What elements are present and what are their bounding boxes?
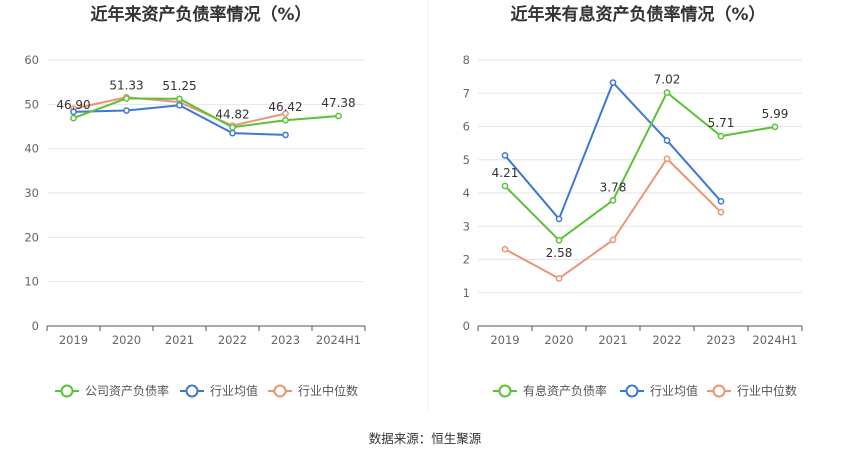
data-label: 3.78 <box>600 180 627 194</box>
data-point-industry_avg <box>282 131 289 139</box>
data-point-industry_avg <box>555 215 563 223</box>
data-label: 46.90 <box>56 98 90 112</box>
data-point-industry_median <box>501 245 509 253</box>
legend-marker-icon <box>712 384 726 398</box>
data-point-industry_median <box>555 275 563 282</box>
legend-label: 行业中位数 <box>298 383 358 398</box>
x-tick-label: 2020 <box>112 333 141 347</box>
data-label: 51.25 <box>162 79 196 93</box>
data-point-industry_median <box>282 110 289 117</box>
data-point-industry_avg <box>717 197 725 205</box>
data-label: 47.38 <box>321 96 355 110</box>
data-point-industry_avg <box>70 108 77 116</box>
y-tick-label: 30 <box>24 186 39 200</box>
data-point-industry_median <box>717 208 725 216</box>
series-line-company <box>73 97 339 129</box>
data-point-industry_median <box>663 155 671 163</box>
data-point-industry_avg <box>663 137 671 144</box>
y-tick-label: 4 <box>463 186 470 200</box>
legend-marker-icon <box>498 384 512 398</box>
y-tick-label: 0 <box>463 319 470 333</box>
x-tick-label: 2023 <box>706 333 735 347</box>
chart-panel-debt-ratio: 近年来资产负债率情况（%） 0 10 20 30 40 50 60 2019 2020 2021 2… <box>24 4 366 398</box>
data-label: 46.42 <box>268 100 302 114</box>
y-tick-label: 2 <box>463 253 470 267</box>
legend-label: 行业均值 <box>210 383 258 398</box>
legend-item-company[interactable]: 有息资产负债率 <box>493 383 607 398</box>
y-tick-label: 3 <box>463 219 470 233</box>
x-tick-label: 2023 <box>271 333 300 347</box>
legend-marker-icon <box>273 384 287 398</box>
y-tick-label: 20 <box>24 230 39 244</box>
y-tick-label: 0 <box>32 319 39 333</box>
y-tick-label: 50 <box>24 97 39 111</box>
legend-marker-icon <box>185 384 199 398</box>
data-point-industry_median <box>609 236 617 244</box>
y-tick-label: 8 <box>463 53 470 67</box>
chart-panel-interest-bearing-debt-ratio: 近年来有息资产负债率情况（%） 0 1 2 3 4 5 6 7 8 2019 2020 2021 202… <box>463 4 803 398</box>
legend-label: 公司资产负债率 <box>85 383 169 398</box>
legend-item-industry_median[interactable]: 行业中位数 <box>268 383 358 398</box>
x-tick-label: 2024H1 <box>316 333 361 347</box>
x-tick-label: 2019 <box>490 333 519 347</box>
data-point-company <box>123 95 130 102</box>
data-point-industry_avg <box>123 107 130 114</box>
y-tick-label: 60 <box>24 53 39 67</box>
legend-label: 行业均值 <box>650 383 698 398</box>
data-point-company <box>663 89 671 96</box>
x-tick-label: 2021 <box>165 333 194 347</box>
data-point-industry_avg <box>176 101 183 109</box>
legend-marker-icon <box>60 384 74 398</box>
data-point-industry_avg <box>229 129 236 137</box>
legend-item-company[interactable]: 公司资产负债率 <box>55 383 169 398</box>
y-tick-label: 10 <box>24 275 39 289</box>
data-label: 4.21 <box>492 166 519 180</box>
x-tick-label: 2022 <box>652 333 681 347</box>
x-tick-label: 2020 <box>544 333 573 347</box>
data-point-company <box>282 116 289 124</box>
chart-title: 近年来资产负债率情况（%） <box>90 4 311 25</box>
data-label: 2.58 <box>546 246 573 260</box>
legend-item-industry_median[interactable]: 行业中位数 <box>707 383 797 398</box>
y-tick-label: 5 <box>463 153 470 167</box>
data-point-company <box>176 95 183 103</box>
y-tick-label: 40 <box>24 142 39 156</box>
legend-label: 有息资产负债率 <box>523 383 607 398</box>
data-label: 5.99 <box>762 107 789 121</box>
data-point-industry_avg <box>501 152 509 159</box>
series-line-company <box>504 91 776 242</box>
data-label: 51.33 <box>109 78 143 92</box>
data-point-industry_avg <box>609 79 617 86</box>
data-point-company <box>70 114 77 122</box>
data-source: 数据来源：恒生聚源 <box>369 431 482 446</box>
data-label: 7.02 <box>654 73 681 87</box>
data-point-company <box>555 236 563 244</box>
x-tick-label: 2021 <box>598 333 627 347</box>
data-point-company <box>717 132 725 140</box>
y-tick-label: 1 <box>463 286 470 300</box>
legend-item-industry_avg[interactable]: 行业均值 <box>180 383 258 398</box>
data-label: 5.71 <box>708 116 735 130</box>
legend-marker-icon <box>625 384 639 398</box>
data-point-company <box>609 196 617 204</box>
data-point-company <box>501 182 509 190</box>
y-tick-label: 6 <box>463 120 470 134</box>
x-tick-label: 2019 <box>59 333 88 347</box>
data-point-company <box>771 123 779 131</box>
y-tick-label: 7 <box>463 86 470 100</box>
chart-title: 近年来有息资产负债率情况（%） <box>510 4 765 25</box>
legend-label: 行业中位数 <box>737 383 797 398</box>
data-point-company <box>229 123 236 131</box>
x-tick-label: 2024H1 <box>752 333 797 347</box>
legend-item-industry_avg[interactable]: 行业均值 <box>620 383 698 398</box>
x-tick-label: 2022 <box>218 333 247 347</box>
data-label: 44.82 <box>215 107 249 121</box>
data-point-company <box>335 112 342 120</box>
